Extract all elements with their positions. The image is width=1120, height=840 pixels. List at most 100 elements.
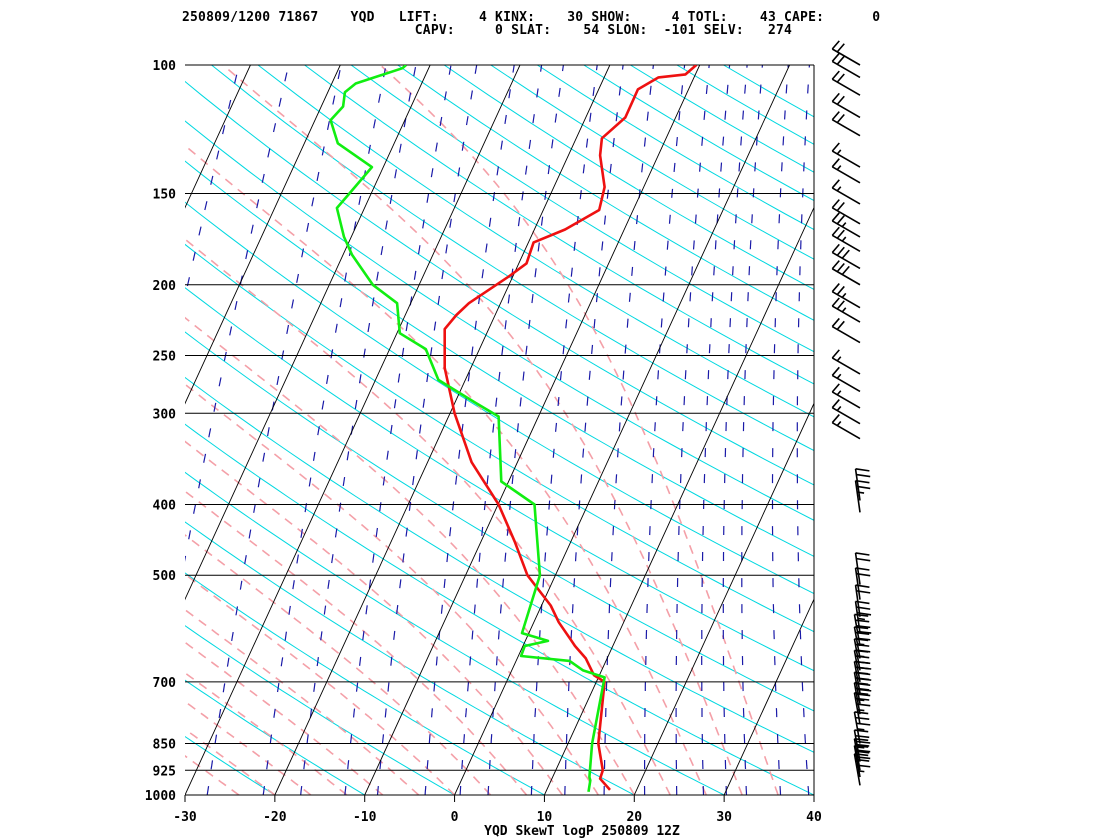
wind-barb-staff	[831, 391, 861, 409]
wind-barb-full	[836, 262, 845, 273]
wind-barb-full	[831, 142, 840, 152]
wind-barb	[831, 70, 861, 96]
wind-barb-full	[836, 201, 845, 212]
wind-barb-full	[831, 199, 840, 209]
pressure-tick-label: 700	[153, 676, 177, 691]
wind-barb-full	[855, 734, 870, 739]
wind-barb-full	[831, 297, 840, 307]
dry-adiabat-line	[630, 65, 814, 173]
wind-barb	[831, 414, 861, 440]
wind-barb-staff	[853, 753, 861, 786]
wind-barb	[831, 366, 861, 393]
wind-barb-staff	[831, 78, 861, 96]
wind-barb-staff	[831, 290, 861, 309]
wind-barb-full	[856, 722, 871, 726]
mixing-ratio-line	[643, 65, 686, 795]
wind-barb-staff	[831, 357, 861, 375]
wind-barb-half	[841, 292, 847, 298]
wind-barb-half	[841, 236, 847, 242]
wind-barb-half	[836, 373, 842, 379]
isotherm-line	[723, 598, 814, 795]
wind-barb	[853, 729, 871, 762]
wind-barb	[831, 383, 861, 409]
wind-barb-half	[857, 746, 865, 749]
wind-barb-staff	[853, 650, 861, 683]
wind-barb-full	[854, 729, 869, 733]
wind-barb-half	[857, 655, 865, 658]
mixing-ratio-line	[675, 65, 710, 795]
wind-barb	[831, 179, 861, 205]
wind-barb-staff	[854, 468, 861, 501]
wind-barb-half	[841, 222, 847, 228]
wind-barbs	[831, 40, 872, 786]
wind-barb-staff	[831, 150, 861, 168]
wind-barb-half	[836, 390, 842, 396]
pressure-tick-label: 500	[153, 569, 177, 584]
dry-adiabat-line	[185, 735, 276, 795]
isotherm-line	[185, 65, 431, 601]
wind-barb-staff	[831, 374, 861, 393]
wind-barb-staff	[853, 672, 861, 704]
wind-barb-full	[836, 113, 845, 124]
wind-barb-staff	[854, 584, 861, 617]
wind-barb	[831, 349, 861, 375]
wind-barb-half	[857, 617, 866, 621]
mixing-ratio-line	[603, 65, 654, 795]
mixing-ratio-line	[530, 65, 598, 795]
wind-barb-full	[855, 552, 870, 556]
wind-barb-full	[836, 300, 845, 310]
wind-barb-staff	[831, 60, 861, 79]
wind-barb-full	[854, 711, 869, 715]
wind-barb-staff	[853, 711, 861, 744]
dry-adiabat-line	[723, 65, 814, 118]
wind-barb-full	[831, 243, 840, 254]
wind-barb-half	[836, 149, 842, 155]
wind-barb-staff	[853, 738, 861, 771]
wind-barb-half	[841, 307, 847, 313]
wind-barb-staff	[853, 626, 861, 659]
wind-barb-full	[841, 249, 850, 259]
wind-barb	[831, 283, 861, 309]
moist-adiabat-line	[185, 383, 599, 795]
wind-barb	[854, 468, 871, 501]
mixing-ratio-line	[771, 65, 789, 795]
wind-barb-staff	[853, 682, 861, 715]
isotherm-line	[185, 65, 341, 405]
wind-barb	[854, 600, 872, 634]
wind-barb-staff	[853, 692, 861, 725]
temperature-tick-label: -30	[173, 810, 197, 825]
dry-adiabat-line	[443, 65, 814, 291]
wind-barb-full	[856, 557, 871, 562]
wind-barb-staff	[853, 614, 861, 647]
wind-barb-full	[856, 740, 871, 744]
temperature-tick-label: 40	[806, 810, 822, 825]
isotherm-line	[185, 65, 251, 209]
mixing-ratio-line	[848, 65, 868, 795]
temperature-profile-line	[443, 65, 698, 791]
wind-barb-staff	[831, 187, 861, 205]
mixing-ratio-line	[722, 65, 748, 795]
wind-barb-full	[831, 366, 840, 376]
wind-barb-full	[831, 414, 840, 424]
moist-adiabat-line	[185, 144, 707, 795]
moist-adiabat-line	[185, 440, 564, 795]
moist-adiabat-line	[185, 728, 276, 795]
wind-barb	[831, 111, 861, 137]
wind-barb-staff	[831, 325, 861, 344]
wind-barb-staff	[854, 552, 861, 585]
wind-barb	[854, 552, 871, 585]
moist-adiabat-line	[185, 490, 528, 795]
wind-barb	[831, 260, 861, 286]
temperature-tick-label: 10	[537, 810, 553, 825]
moist-adiabat-line	[185, 316, 635, 795]
wind-barb-staff	[831, 207, 861, 225]
wind-barb-full	[836, 285, 845, 296]
wind-barb-full	[836, 246, 845, 256]
wind-barb-full	[831, 283, 840, 293]
wind-barb-full	[831, 399, 840, 409]
mixing-ratio-line	[344, 65, 452, 795]
wind-barb-full	[836, 55, 845, 65]
wind-barb-staff	[854, 567, 861, 600]
wind-barb-full	[836, 320, 845, 330]
dry-adiabat-line	[350, 65, 814, 353]
